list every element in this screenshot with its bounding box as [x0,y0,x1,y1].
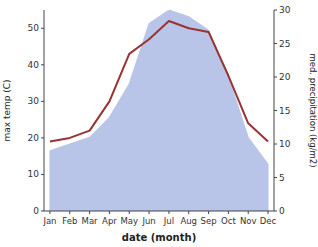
x-tick-label: Nov [240,216,257,226]
y2-tick [274,43,277,44]
y-tick [41,101,44,102]
x-tick [268,211,269,214]
x-axis-line [44,211,274,212]
x-tick [188,211,189,214]
y2-tick-label: 10 [279,139,291,149]
line [50,21,268,142]
x-tick-label: Jan [42,216,56,226]
x-tick-label: Apr [102,216,117,226]
x-tick [69,211,70,214]
x-tick-label: Jul [163,216,174,226]
x-tick [89,211,90,214]
x-tick-label: Sep [201,216,217,226]
y-tick [41,28,44,29]
y2-tick-label: 30 [279,5,291,15]
y2-tick [274,211,277,212]
y-tick-label: 10 [28,169,40,179]
x-tick-label: Aug [180,216,197,226]
x-tick [208,211,209,214]
chart: JanFebMarAprMayJunJulAugSepOctNovDec0102… [0,0,318,247]
y-tick-label: 50 [28,23,40,33]
x-tick [129,211,130,214]
y-axis-line [44,10,45,211]
x-tick [248,211,249,214]
x-axis-title: date (month) [122,232,196,243]
y2-tick [274,77,277,78]
x-tick [228,211,229,214]
y-tick-label: 20 [28,133,40,143]
y-axis-title: max temp (C) [2,79,12,141]
y2-tick-label: 5 [279,173,285,183]
y2-tick-label: 0 [279,206,285,216]
y-tick [41,174,44,175]
y-tick [41,137,44,138]
y2-tick [274,10,277,11]
y-tick-label: 40 [28,60,40,70]
x-tick-label: Jun [141,216,155,226]
x-tick [168,211,169,214]
y2-tick-label: 25 [279,39,290,49]
x-tick [149,211,150,214]
x-tick [109,211,110,214]
y-tick-label: 30 [28,96,40,106]
y2-tick [274,177,277,178]
plot-area [50,10,268,211]
x-tick-label: Mar [82,216,99,226]
y2-tick-label: 20 [279,72,291,82]
y2-axis-title: med. precipitation (kg/m2) [308,53,318,167]
y2-tick-label: 15 [279,106,290,116]
y-tick [41,211,44,212]
y-tick-label: 0 [33,206,39,216]
y-tick [41,64,44,65]
x-tick [49,211,50,214]
x-tick-label: May [120,216,138,226]
area [50,10,268,211]
x-tick-label: Oct [221,216,236,226]
y2-tick [274,110,277,111]
x-tick-label: Feb [62,216,77,226]
y2-tick [274,144,277,145]
x-tick-label: Dec [260,216,277,226]
